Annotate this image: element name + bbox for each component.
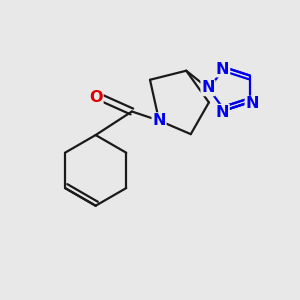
Text: N: N [245, 97, 259, 112]
Text: N: N [215, 105, 229, 120]
Text: O: O [89, 90, 103, 105]
Text: N: N [201, 80, 215, 95]
Text: N: N [216, 61, 230, 76]
Text: N: N [152, 113, 166, 128]
